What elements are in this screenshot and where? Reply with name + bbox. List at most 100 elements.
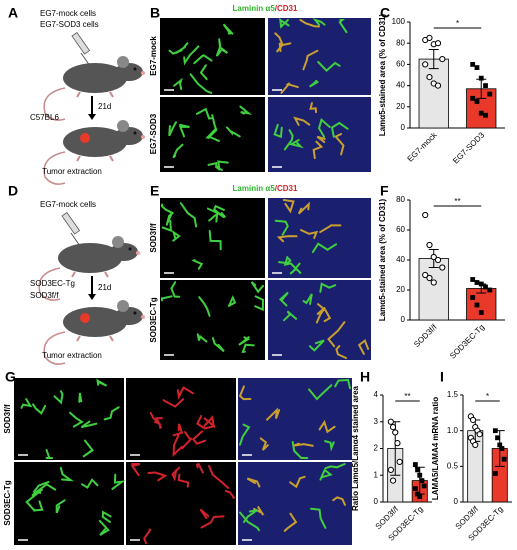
vessel — [334, 378, 351, 390]
vessel — [330, 121, 349, 138]
schematic-text: EG7-mock cells — [40, 9, 96, 18]
mouse-nose — [141, 315, 145, 319]
syringe — [71, 32, 91, 55]
vessel — [278, 257, 292, 265]
y-tick-label: 40 — [396, 81, 405, 90]
data-point — [422, 211, 429, 219]
vessel — [101, 510, 112, 523]
y-tick-label: 1.5 — [447, 390, 459, 399]
row-label: SOD3f/f — [3, 404, 12, 434]
data-point — [492, 428, 498, 434]
mouse-nose — [136, 251, 140, 255]
vessel — [172, 434, 183, 457]
data-point — [426, 74, 433, 81]
vessel — [309, 79, 319, 88]
vessel — [278, 291, 289, 307]
vessel — [302, 293, 313, 305]
data-point — [434, 256, 442, 264]
panel-letter: B — [150, 5, 160, 21]
data-point — [430, 279, 437, 286]
micrograph — [238, 378, 352, 460]
data-point — [478, 110, 484, 116]
vessel — [332, 496, 346, 506]
arrow-head — [88, 114, 96, 120]
y-tick-label: 0 — [401, 123, 406, 132]
vessel — [239, 511, 260, 532]
y-axis-label: Ratio Lamα5/Lamα4 stained area — [351, 385, 360, 511]
y-tick-label: 0.5 — [447, 461, 459, 470]
vessel — [195, 462, 204, 474]
data-point — [483, 83, 488, 88]
data-point — [412, 486, 418, 492]
vessel — [147, 471, 168, 482]
vessel — [215, 160, 229, 171]
vessel — [335, 345, 348, 359]
row-label: EG7-mock — [149, 36, 158, 76]
y-axis-label: LAMA5/LAMA4 mRNA ratio — [431, 397, 440, 500]
vessel — [208, 229, 222, 251]
schematic-text: Tumor extraction — [42, 351, 102, 360]
panel-letter: H — [360, 369, 370, 385]
vessel — [241, 343, 255, 353]
vessel — [222, 23, 234, 35]
panel-letter: F — [380, 183, 389, 199]
mouse-body — [63, 63, 127, 93]
data-point — [422, 61, 429, 68]
data-point — [392, 429, 399, 436]
vessel — [319, 224, 342, 234]
vessel — [111, 473, 126, 490]
vessel — [324, 440, 335, 452]
data-point — [478, 310, 484, 315]
schematic-text: SOD3f/f — [30, 291, 59, 300]
vessel — [259, 437, 269, 451]
vessel — [103, 406, 120, 421]
vessel — [171, 229, 181, 242]
mouse-icon — [43, 120, 145, 185]
data-point — [426, 34, 433, 42]
significance-label: * — [486, 392, 489, 401]
vessel — [208, 212, 219, 223]
y-tick-label: 20 — [396, 285, 405, 294]
vessel — [196, 414, 216, 430]
vessel — [274, 219, 289, 236]
vessel — [55, 499, 66, 514]
vessel — [334, 132, 345, 156]
micrograph — [238, 462, 352, 545]
vessel — [199, 508, 209, 519]
vessel — [53, 390, 64, 405]
panel-letter: A — [8, 5, 18, 21]
vessel — [191, 259, 204, 270]
vessel — [288, 139, 304, 149]
tumor — [80, 313, 90, 323]
vessel — [312, 140, 324, 160]
vessel — [193, 54, 213, 65]
data-point — [417, 494, 423, 500]
schematic-text: EG7-mock cells — [40, 200, 96, 209]
schematic-text: Tumor extraction — [42, 167, 102, 176]
mouse-icon — [43, 300, 145, 365]
stain-label: /CD31 — [275, 4, 298, 13]
vessel — [98, 519, 110, 536]
data-point — [474, 65, 480, 70]
mouse-feet — [76, 155, 114, 162]
vessel — [300, 229, 319, 239]
y-tick-label: 1.0 — [447, 426, 459, 435]
x-tick-label: SOD3f/f — [412, 322, 439, 349]
vessel — [82, 439, 94, 458]
y-tick-label: 20 — [396, 102, 405, 111]
vessel — [318, 419, 336, 434]
vessel — [59, 466, 75, 482]
vessel — [68, 411, 84, 428]
significance-label: ** — [404, 392, 410, 401]
vessel — [312, 18, 326, 26]
vessel — [168, 121, 177, 137]
y-tick-label: 3 — [374, 417, 379, 426]
vessel — [32, 403, 47, 415]
vessel — [162, 398, 185, 408]
mouse-icon — [38, 236, 140, 301]
micrograph — [126, 462, 236, 545]
vessel — [80, 420, 98, 429]
vessel — [293, 442, 314, 447]
vessel — [199, 64, 208, 81]
vessel — [191, 430, 207, 445]
